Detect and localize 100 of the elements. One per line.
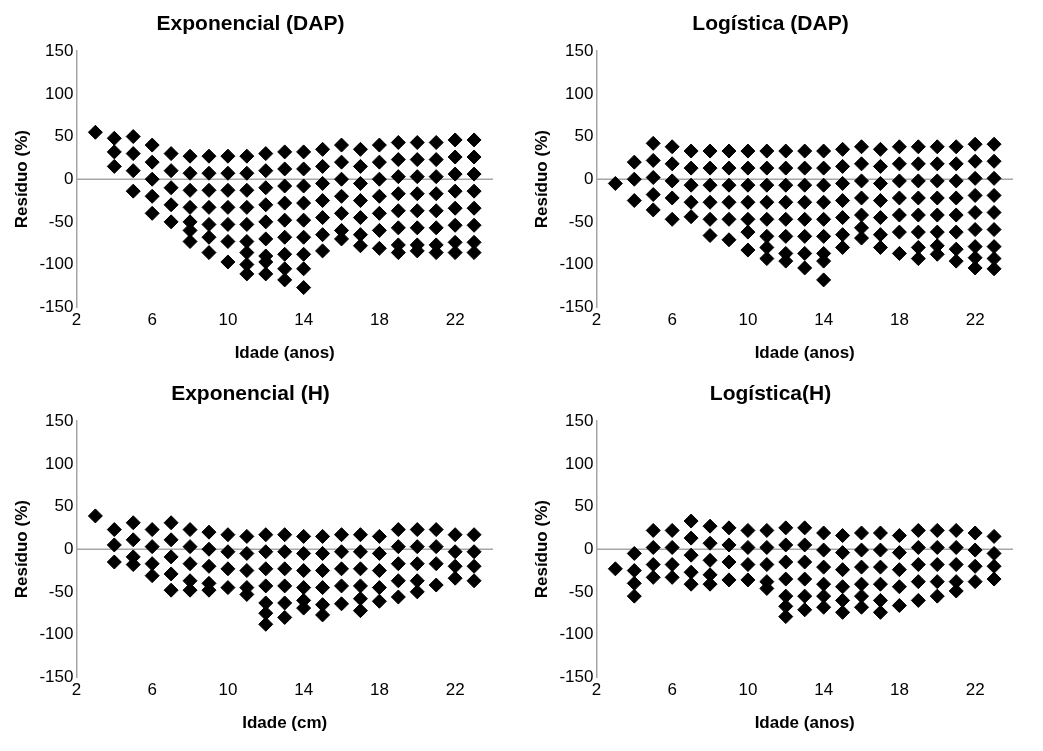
point: [702, 160, 718, 176]
point: [702, 518, 718, 534]
point: [816, 525, 832, 541]
point: [626, 545, 642, 561]
point: [872, 592, 888, 608]
point: [835, 604, 851, 620]
point: [721, 160, 737, 176]
point: [296, 212, 312, 228]
point: [683, 564, 699, 580]
point: [740, 194, 756, 210]
point: [967, 542, 983, 558]
x-tick-label: 22: [965, 310, 985, 330]
point: [390, 203, 406, 219]
point: [277, 161, 293, 177]
point: [163, 163, 179, 179]
point: [986, 239, 1002, 255]
point: [296, 563, 312, 579]
point: [466, 132, 482, 148]
point: [607, 175, 623, 191]
x-tick-label: 18: [889, 680, 909, 700]
point: [626, 154, 642, 170]
point: [428, 152, 444, 168]
point: [967, 136, 983, 152]
point: [315, 141, 331, 157]
point: [986, 222, 1002, 238]
point: [759, 557, 775, 573]
point: [891, 598, 907, 614]
point: [371, 528, 387, 544]
point: [872, 542, 888, 558]
point: [645, 169, 661, 185]
chart-title: Logística (DAP): [692, 11, 849, 35]
point: [645, 557, 661, 573]
point: [352, 578, 368, 594]
point: [816, 542, 832, 558]
point: [664, 522, 680, 538]
point: [277, 561, 293, 577]
x-tick-label: 6: [147, 680, 157, 700]
x-axis-title: Idade (anos): [234, 343, 335, 363]
point: [144, 539, 160, 555]
y-tick-label: -50: [568, 581, 594, 601]
point: [466, 183, 482, 199]
point: [182, 233, 198, 249]
point: [664, 139, 680, 155]
point: [390, 522, 406, 538]
y-tick-label: -150: [559, 296, 594, 316]
point: [277, 578, 293, 594]
point: [683, 143, 699, 159]
point: [986, 528, 1002, 544]
point: [315, 528, 331, 544]
point: [182, 522, 198, 538]
point: [683, 160, 699, 176]
point: [816, 177, 832, 193]
point: [352, 238, 368, 254]
y-tick-label: 150: [45, 410, 74, 430]
point: [986, 545, 1002, 561]
point: [967, 187, 983, 203]
point: [929, 173, 945, 189]
point: [797, 602, 813, 618]
point: [797, 177, 813, 193]
point: [390, 169, 406, 185]
point: [683, 209, 699, 225]
point: [220, 527, 236, 543]
point: [872, 604, 888, 620]
point: [645, 135, 661, 151]
point: [702, 211, 718, 227]
y-tick-label: 150: [45, 40, 74, 60]
point: [352, 544, 368, 560]
point: [163, 549, 179, 565]
point: [296, 580, 312, 596]
point: [182, 556, 198, 572]
point: [296, 261, 312, 277]
point: [390, 556, 406, 572]
point: [683, 576, 699, 592]
point: [390, 573, 406, 589]
x-tick-label: 18: [889, 310, 909, 330]
point: [626, 563, 642, 579]
point: [816, 599, 832, 615]
point: [891, 207, 907, 223]
point: [797, 520, 813, 536]
point: [428, 186, 444, 202]
point: [390, 220, 406, 236]
y-tick-label: 0: [583, 168, 594, 188]
point: [854, 190, 870, 206]
point: [797, 228, 813, 244]
point: [835, 158, 851, 174]
point: [835, 528, 851, 544]
point: [447, 544, 463, 560]
point: [626, 575, 642, 591]
point: [125, 183, 141, 199]
point: [409, 522, 425, 538]
y-tick-label: -150: [39, 666, 74, 686]
point: [854, 588, 870, 604]
point: [740, 224, 756, 240]
point: [447, 132, 463, 148]
point: [948, 139, 964, 155]
point: [466, 544, 482, 560]
point: [778, 537, 794, 553]
point: [721, 143, 737, 159]
point: [929, 139, 945, 155]
point: [910, 190, 926, 206]
